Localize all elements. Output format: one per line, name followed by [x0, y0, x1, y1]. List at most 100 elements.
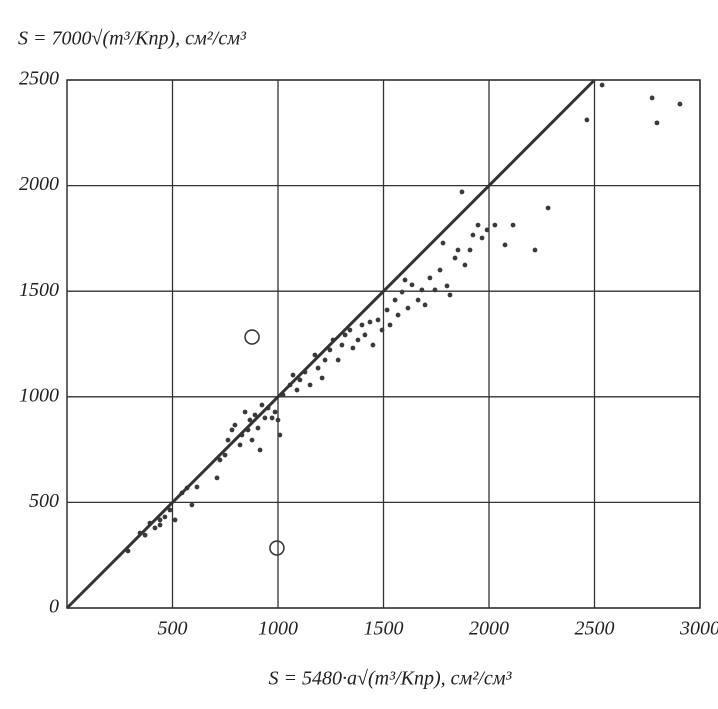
- point: [409, 282, 415, 288]
- point: [157, 517, 163, 523]
- point: [419, 287, 425, 293]
- y-tick-label: 1500: [19, 279, 59, 301]
- point: [444, 283, 450, 289]
- point: [427, 275, 433, 281]
- point: [355, 337, 361, 343]
- point: [599, 82, 605, 88]
- x-tick-label: 1500: [364, 618, 404, 640]
- point: [405, 305, 411, 311]
- point: [677, 101, 683, 107]
- point: [447, 292, 453, 298]
- point: [327, 347, 333, 353]
- point: [395, 312, 401, 318]
- point: [157, 522, 163, 528]
- point: [272, 409, 278, 415]
- point: [384, 307, 390, 313]
- y-tick-label: 0: [49, 596, 59, 618]
- point: [459, 189, 465, 195]
- point: [269, 415, 275, 421]
- point: [259, 402, 265, 408]
- point: [142, 532, 148, 538]
- point: [402, 277, 408, 283]
- x-tick-label: 2000: [469, 618, 509, 640]
- point: [275, 417, 281, 423]
- point: [229, 427, 235, 433]
- point: [455, 247, 461, 253]
- point: [415, 297, 421, 303]
- point: [392, 297, 398, 303]
- x-axis-label: S = 5480·a√(m³/Kпр), см²/см³: [269, 668, 513, 690]
- point: [654, 120, 660, 126]
- x-tick-label: 3000: [679, 618, 718, 640]
- point: [297, 377, 303, 383]
- point: [350, 345, 356, 351]
- point: [432, 287, 438, 293]
- point: [237, 442, 243, 448]
- x-tick-label: 500: [158, 618, 188, 640]
- point: [255, 425, 261, 431]
- point: [379, 327, 385, 333]
- point: [319, 375, 325, 381]
- y-axis-label: S = 7000√(m³/Kпр), см²/см³: [18, 28, 247, 50]
- point: [342, 332, 348, 338]
- point: [277, 432, 283, 438]
- reference-line: [65, 78, 596, 610]
- point: [545, 205, 551, 211]
- point: [437, 267, 443, 273]
- point: [152, 525, 158, 531]
- point: [242, 409, 248, 415]
- point: [532, 247, 538, 253]
- point: [232, 422, 238, 428]
- point: [510, 222, 516, 228]
- point: [370, 342, 376, 348]
- point: [247, 417, 253, 423]
- point: [492, 222, 498, 228]
- point: [359, 322, 365, 328]
- point: [294, 387, 300, 393]
- open-point: [244, 329, 260, 345]
- point: [262, 415, 268, 421]
- point: [467, 247, 473, 253]
- point: [217, 457, 223, 463]
- point: [172, 517, 178, 523]
- point: [502, 242, 508, 248]
- point: [484, 227, 490, 233]
- point: [452, 255, 458, 261]
- y-tick-label: 500: [29, 490, 59, 512]
- x-tick-label: 2500: [575, 618, 615, 640]
- point: [252, 412, 258, 418]
- point: [387, 322, 393, 328]
- point: [162, 514, 168, 520]
- point: [462, 262, 468, 268]
- point: [347, 327, 353, 333]
- point: [422, 302, 428, 308]
- point: [167, 507, 173, 513]
- point: [257, 447, 263, 453]
- y-tick-label: 1000: [19, 384, 59, 406]
- point: [475, 222, 481, 228]
- point: [189, 502, 195, 508]
- point: [440, 240, 446, 246]
- y-tick-label: 2500: [19, 68, 59, 90]
- point: [339, 342, 345, 348]
- point: [649, 95, 655, 101]
- point: [225, 437, 231, 443]
- point: [367, 319, 373, 325]
- open-point: [269, 540, 285, 556]
- point: [194, 484, 200, 490]
- point: [290, 372, 296, 378]
- point: [222, 452, 228, 458]
- y-tick-label: 2000: [19, 173, 59, 195]
- point: [307, 382, 313, 388]
- point: [335, 357, 341, 363]
- x-tick-label: 1000: [258, 618, 298, 640]
- point: [322, 357, 328, 363]
- point: [315, 365, 321, 371]
- point: [214, 475, 220, 481]
- point: [470, 232, 476, 238]
- point: [362, 332, 368, 338]
- point: [375, 317, 381, 323]
- point: [312, 352, 318, 358]
- point: [249, 437, 255, 443]
